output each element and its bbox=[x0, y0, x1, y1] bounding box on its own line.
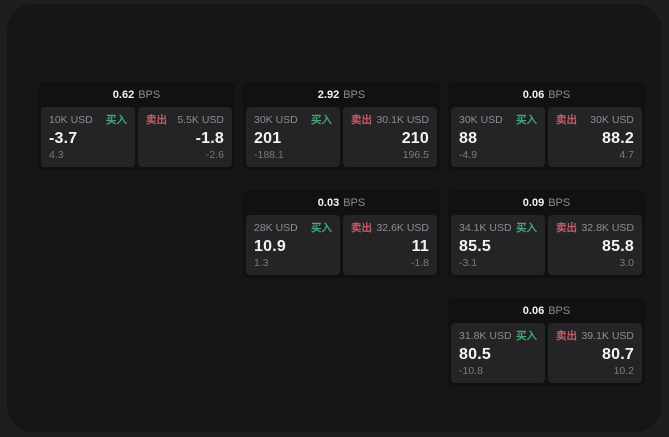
sell-badge: 卖出 bbox=[556, 330, 577, 342]
buy-size: 30K USD bbox=[254, 114, 298, 126]
card-body: 28K USD 买入 10.9 1.3 卖出 32.6K USD 11 -1.8 bbox=[243, 215, 440, 275]
bps-header: 0.62 BPS bbox=[38, 82, 235, 107]
quote-card-3: 0.06 BPS 30K USD 买入 88 -4.9 卖出 30K USD 8… bbox=[448, 82, 645, 170]
bps-value: 0.03 bbox=[317, 196, 340, 209]
bps-unit-label: BPS bbox=[548, 196, 571, 209]
sell-size: 32.6K USD bbox=[376, 222, 429, 234]
quote-card-4: 0.03 BPS 28K USD 买入 10.9 1.3 卖出 32.6K US… bbox=[243, 190, 440, 278]
buy-delta: -188.1 bbox=[254, 149, 284, 161]
sell-size: 39.1K USD bbox=[581, 330, 634, 342]
bps-unit-label: BPS bbox=[548, 88, 571, 101]
buy-badge: 买入 bbox=[311, 222, 332, 234]
sell-delta: 196.5 bbox=[402, 149, 429, 161]
bps-value: 0.62 bbox=[112, 88, 135, 101]
sell-price: 210 bbox=[401, 130, 429, 147]
buy-delta: 1.3 bbox=[254, 257, 269, 269]
buy-price: 80.5 bbox=[459, 346, 491, 363]
bps-unit-label: BPS bbox=[548, 304, 571, 317]
card-body: 30K USD 买入 201 -188.1 卖出 30.1K USD 210 1… bbox=[243, 107, 440, 167]
buy-size: 31.8K USD bbox=[459, 330, 512, 342]
bps-header: 0.06 BPS bbox=[448, 298, 645, 323]
main-surface: 0.62 BPS 10K USD 买入 -3.7 4.3 卖出 5.5K USD… bbox=[7, 4, 662, 432]
buy-panel[interactable]: 34.1K USD 买入 85.5 -3.1 bbox=[451, 215, 545, 275]
sell-panel[interactable]: 卖出 32.8K USD 85.8 3.0 bbox=[548, 215, 642, 275]
buy-delta: -4.9 bbox=[459, 149, 478, 161]
buy-size: 30K USD bbox=[459, 114, 503, 126]
buy-badge: 买入 bbox=[516, 330, 537, 342]
buy-panel[interactable]: 30K USD 买入 88 -4.9 bbox=[451, 107, 545, 167]
sell-badge: 卖出 bbox=[351, 114, 372, 126]
sell-size: 30.1K USD bbox=[376, 114, 429, 126]
buy-size: 10K USD bbox=[49, 114, 93, 126]
buy-panel[interactable]: 31.8K USD 买入 80.5 -10.8 bbox=[451, 323, 545, 383]
buy-delta: 4.3 bbox=[49, 149, 64, 161]
buy-size: 28K USD bbox=[254, 222, 298, 234]
sell-price: 88.2 bbox=[602, 130, 634, 147]
buy-badge: 买入 bbox=[516, 114, 537, 126]
sell-delta: -1.8 bbox=[410, 257, 429, 269]
buy-panel[interactable]: 30K USD 买入 201 -188.1 bbox=[246, 107, 340, 167]
sell-size: 5.5K USD bbox=[177, 114, 224, 126]
bps-header: 0.09 BPS bbox=[448, 190, 645, 215]
buy-delta: -3.1 bbox=[459, 257, 478, 269]
sell-price: 85.8 bbox=[602, 238, 634, 255]
buy-badge: 买入 bbox=[311, 114, 332, 126]
bps-header: 0.06 BPS bbox=[448, 82, 645, 107]
buy-delta: -10.8 bbox=[459, 365, 483, 377]
bps-value: 0.06 bbox=[522, 304, 545, 317]
quote-card-2: 2.92 BPS 30K USD 买入 201 -188.1 卖出 30.1K … bbox=[243, 82, 440, 170]
buy-panel[interactable]: 10K USD 买入 -3.7 4.3 bbox=[41, 107, 135, 167]
sell-panel[interactable]: 卖出 30.1K USD 210 196.5 bbox=[343, 107, 437, 167]
buy-panel[interactable]: 28K USD 买入 10.9 1.3 bbox=[246, 215, 340, 275]
sell-badge: 卖出 bbox=[146, 114, 167, 126]
buy-price: 85.5 bbox=[459, 238, 491, 255]
buy-price: 88 bbox=[459, 130, 478, 147]
bps-value: 0.09 bbox=[522, 196, 545, 209]
bps-value: 0.06 bbox=[522, 88, 545, 101]
bps-unit-label: BPS bbox=[343, 88, 366, 101]
card-body: 10K USD 买入 -3.7 4.3 卖出 5.5K USD -1.8 -2.… bbox=[38, 107, 235, 167]
sell-panel[interactable]: 卖出 30K USD 88.2 4.7 bbox=[548, 107, 642, 167]
bps-header: 2.92 BPS bbox=[243, 82, 440, 107]
card-body: 30K USD 买入 88 -4.9 卖出 30K USD 88.2 4.7 bbox=[448, 107, 645, 167]
buy-size: 34.1K USD bbox=[459, 222, 512, 234]
quote-card-5: 0.09 BPS 34.1K USD 买入 85.5 -3.1 卖出 32.8K… bbox=[448, 190, 645, 278]
sell-delta: 10.2 bbox=[613, 365, 634, 377]
sell-panel[interactable]: 卖出 32.6K USD 11 -1.8 bbox=[343, 215, 437, 275]
buy-price: -3.7 bbox=[49, 130, 78, 147]
sell-delta: 3.0 bbox=[619, 257, 634, 269]
quote-card-6: 0.06 BPS 31.8K USD 买入 80.5 -10.8 卖出 39.1… bbox=[448, 298, 645, 386]
buy-badge: 买入 bbox=[516, 222, 537, 234]
sell-price: -1.8 bbox=[195, 130, 224, 147]
sell-badge: 卖出 bbox=[351, 222, 372, 234]
sell-delta: -2.6 bbox=[205, 149, 224, 161]
sell-badge: 卖出 bbox=[556, 114, 577, 126]
buy-price: 10.9 bbox=[254, 238, 286, 255]
quote-card-1: 0.62 BPS 10K USD 买入 -3.7 4.3 卖出 5.5K USD… bbox=[38, 82, 235, 170]
sell-price: 80.7 bbox=[602, 346, 634, 363]
sell-price: 11 bbox=[411, 238, 429, 255]
bps-unit-label: BPS bbox=[138, 88, 161, 101]
buy-price: 201 bbox=[254, 130, 282, 147]
card-body: 31.8K USD 买入 80.5 -10.8 卖出 39.1K USD 80.… bbox=[448, 323, 645, 383]
bps-value: 2.92 bbox=[317, 88, 340, 101]
sell-delta: 4.7 bbox=[619, 149, 634, 161]
sell-size: 32.8K USD bbox=[581, 222, 634, 234]
card-body: 34.1K USD 买入 85.5 -3.1 卖出 32.8K USD 85.8… bbox=[448, 215, 645, 275]
bps-header: 0.03 BPS bbox=[243, 190, 440, 215]
buy-badge: 买入 bbox=[106, 114, 127, 126]
bps-unit-label: BPS bbox=[343, 196, 366, 209]
sell-panel[interactable]: 卖出 5.5K USD -1.8 -2.6 bbox=[138, 107, 232, 167]
sell-badge: 卖出 bbox=[556, 222, 577, 234]
sell-size: 30K USD bbox=[590, 114, 634, 126]
sell-panel[interactable]: 卖出 39.1K USD 80.7 10.2 bbox=[548, 323, 642, 383]
